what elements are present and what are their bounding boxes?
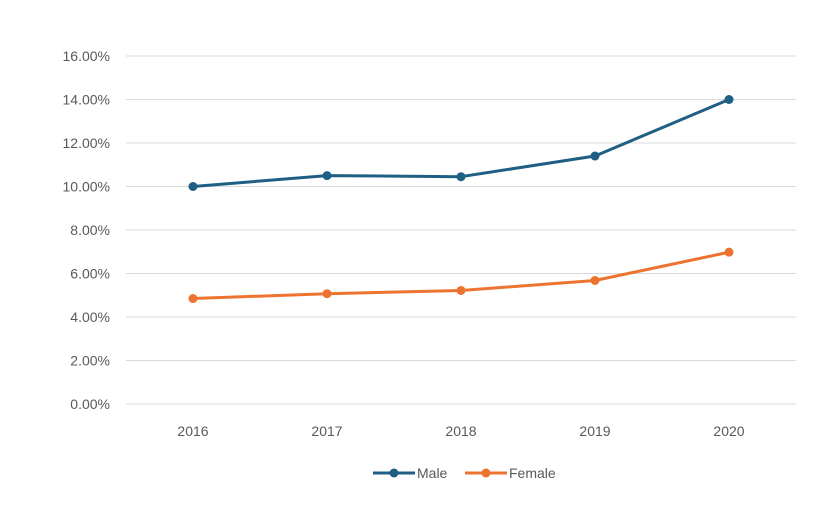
- x-tick-label: 2019: [579, 423, 610, 439]
- data-point-male: [590, 151, 600, 161]
- legend-label: Male: [417, 465, 448, 481]
- legend-swatch-marker: [389, 468, 399, 478]
- legend-item-female: Female: [465, 465, 556, 481]
- x-tick-label: 2016: [177, 423, 208, 439]
- legend-swatch-marker: [481, 468, 491, 478]
- legend-item-male: Male: [373, 465, 448, 481]
- legend: Male Female: [373, 465, 556, 481]
- y-tick-label: 0.00%: [70, 396, 110, 412]
- data-point-male: [322, 171, 332, 181]
- data-point-male: [188, 182, 198, 191]
- data-point-male: [724, 95, 734, 104]
- series-layer: [188, 95, 734, 304]
- data-point-female: [188, 294, 198, 304]
- y-tick-label: 16.00%: [63, 48, 110, 64]
- y-tick-label: 8.00%: [70, 222, 110, 238]
- gridlines: [126, 55, 796, 405]
- x-tick-label: 2018: [445, 423, 476, 439]
- y-tick-label: 2.00%: [70, 353, 110, 369]
- x-axis-tick-labels: 2016 2017 2018 2019 2020: [177, 423, 744, 439]
- data-point-female: [590, 275, 600, 285]
- y-axis-tick-labels: 0.00% 2.00% 4.00% 6.00% 8.00% 10.00% 12.00% 14.…: [63, 48, 110, 412]
- y-tick-label: 12.00%: [63, 135, 110, 151]
- data-point-male: [456, 172, 466, 182]
- data-point-female: [322, 289, 332, 299]
- legend-label: Female: [509, 465, 556, 481]
- data-point-female: [456, 285, 466, 295]
- y-tick-label: 10.00%: [63, 179, 110, 195]
- x-tick-label: 2017: [311, 423, 342, 439]
- y-tick-label: 6.00%: [70, 266, 110, 282]
- y-tick-label: 4.00%: [70, 309, 110, 325]
- y-tick-label: 14.00%: [63, 92, 110, 108]
- x-tick-label: 2020: [713, 423, 744, 439]
- data-point-female: [724, 247, 734, 257]
